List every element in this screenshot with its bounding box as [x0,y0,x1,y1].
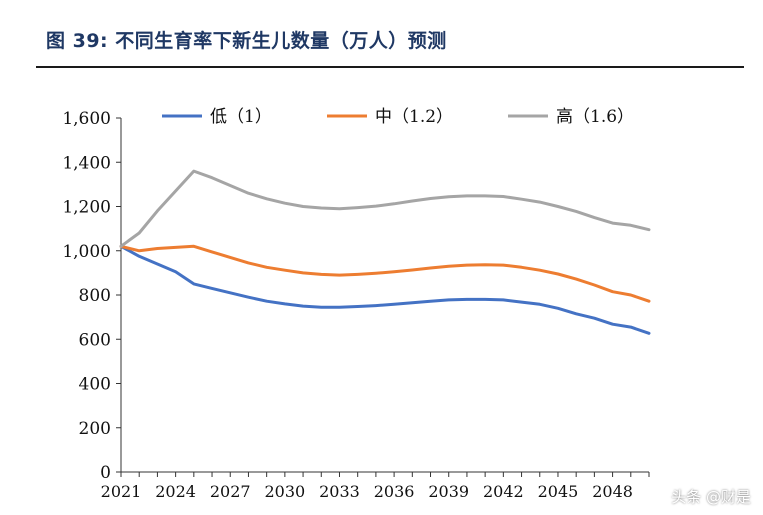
series-line-1 [119,244,651,335]
y-tick-label: 0 [100,463,111,483]
legend-label-1: 低（1） [210,107,272,127]
y-tick-label: 1,600 [62,109,111,129]
x-tick-label: 2021 [101,482,142,501]
y-tick-label: 400 [79,375,111,395]
y-tick-label: 1,400 [62,153,111,173]
y-tick-label: 1,200 [62,198,111,218]
legend-label-2: 中（1.2） [375,107,453,127]
y-tick-label: 600 [79,330,111,350]
y-tick-label: 1,000 [62,242,111,262]
x-tick-label: 2048 [592,482,633,501]
x-tick-label: 2027 [210,482,251,501]
y-tick-label: 200 [79,419,111,439]
legend-label-3: 高（1.6） [556,107,634,127]
y-tick-label: 800 [79,286,111,306]
title-divider [36,66,744,68]
x-tick-label: 2033 [319,482,360,501]
chart-title: 图 39: 不同生育率下新生儿数量（万人）预测 [46,30,447,52]
watermark: 头条 @财是 [671,488,751,506]
x-tick-label: 2042 [483,482,524,501]
x-tick-label: 2039 [428,482,469,501]
x-tick-label: 2036 [374,482,415,501]
x-tick-label: 2045 [538,482,579,501]
series-line-3 [119,169,651,248]
x-tick-label: 2024 [155,482,196,501]
x-tick-label: 2030 [265,482,306,501]
series-line-2 [119,244,651,303]
